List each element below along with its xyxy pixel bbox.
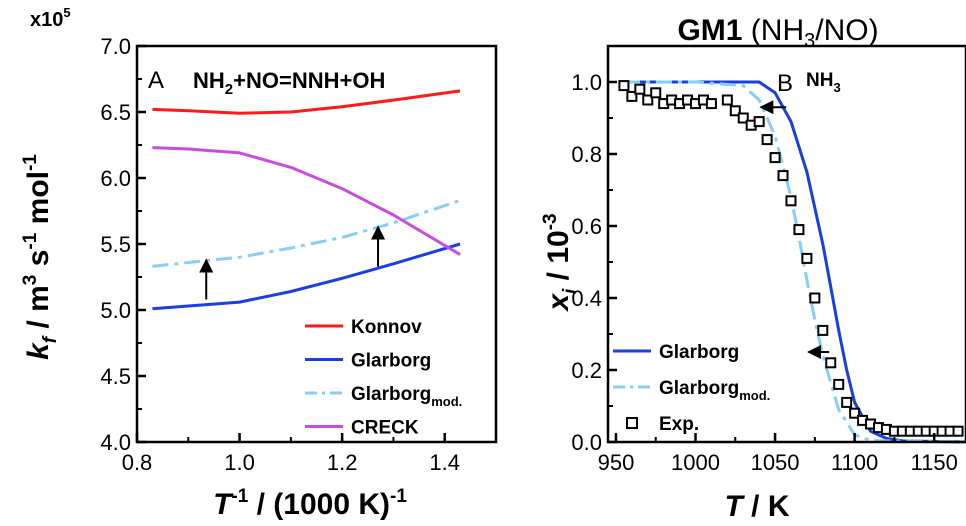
panel-a-chart: 0.8 1.0 1.2 1.4 4.0 4.5 5.0 5.5 6.0 6.5 7.0 x105 A… [20,5,498,521]
panel-b-exp-point [729,105,741,117]
panel-a-y-axis-label: kf / m3 s-1 mol-1 [20,154,61,360]
panel-b-y-tick-label: 0.4 [571,286,602,311]
panel-b-exp-point [809,292,821,304]
panel-b-exp-point [626,90,638,102]
panel-a-y-tick-label: 6.5 [100,100,131,125]
panel-b-x-tick-label: 1100 [831,450,878,475]
panel-a-title: NH2+NO=NNH+OH [193,68,385,98]
panel-b-series-glarborg-mod [623,80,966,444]
panel-b-exp-point [952,425,964,437]
panel-b-exp-point [785,195,797,207]
panel-a-letter: A [148,67,164,94]
panel-b-ticks: 950 1000 1050 1100 1150 0.0 0.2 0.4 0.6 0.8 1.0 [571,70,957,475]
panel-a-y-tick-label: 4.5 [100,364,131,389]
panel-a-series-konnov [152,89,461,115]
panel-a-frame [135,44,498,444]
panel-b-title: GM1 (NH3/NO) [677,14,878,52]
panel-b-legend: Glarborg Glarborgmod. Exp. [613,342,770,435]
panel-b-x-tick-label: 1000 [671,450,720,475]
panel-b-x-tick-label: 1050 [751,450,800,475]
panel-b-x-tick-label: 1150 [911,450,958,475]
panel-b-x-axis-label: T / K [725,490,790,523]
panel-b-legend-swatch [626,417,638,429]
panel-b-y-axis-label: xi / 10-3 [540,213,581,312]
panel-b-exp-point [737,112,749,124]
panel-a-legend-label: Glarborg [351,351,431,372]
panel-a-series-creck [152,146,461,256]
panel-b-exp-point [753,116,765,128]
panel-a-legend-label: CRECK [351,418,419,439]
panel-b-legend-label: Glarborg [659,342,739,363]
panel-b-letter: B [777,70,793,97]
panel-b-frame [606,44,966,444]
panel-a-x-tick-label: 1.4 [429,450,460,475]
panel-a-x-tick-label: 0.8 [122,450,153,475]
panel-b-exp-point [769,152,781,164]
panel-a-scale-label: x105 [30,5,71,31]
panel-a-series-glarborg [152,242,461,311]
panel-a-legend-label: Glarborgmod. [351,384,462,409]
panel-b-arrows [759,100,830,359]
panel-a-y-tick-label: 4.0 [100,430,131,455]
panel-b-exp-point [793,224,805,236]
panel-b-exp-point [801,252,813,264]
panel-a-legend-label: Konnov [351,317,422,338]
panel-b-x-tick-label: 950 [598,450,635,475]
panel-b-exp-point [777,170,789,182]
panel-b-series-layer [618,80,966,444]
panel-a-legend: Konnov Glarborg Glarborgmod. CRECK [305,317,462,439]
panel-a-ticks: 0.8 1.0 1.2 1.4 4.0 4.5 5.0 5.5 6.0 6.5 7.0 [100,34,460,475]
panel-a-series-glarborg-mod [152,198,461,268]
panel-b-exp-point [833,378,845,390]
panel-a-y-tick-label: 5.0 [100,298,131,323]
panel-a-arrows [199,225,386,300]
panel-b-exp-point [721,94,733,106]
panel-b-exp-point [650,87,662,99]
panel-b-y-tick-label: 1.0 [571,70,602,95]
panel-a-y-tick-label: 6.0 [100,166,131,191]
panel-b-y-tick-label: 0.0 [571,430,602,455]
panel-b-y-tick-label: 0.2 [571,358,602,383]
panel-b-exp-point [618,80,630,92]
panel-a-x-tick-label: 1.0 [224,450,255,475]
panel-b-exp-point [761,134,773,146]
panel-b-exp-point [817,324,829,336]
panel-b-legend-label: Glarborgmod. [659,378,770,403]
panel-b-exp-point [825,357,837,369]
panel-b-exp-point [841,396,853,408]
panel-b-chart: 950 1000 1050 1100 1150 0.0 0.2 0.4 0.6 0.8 1.0 GM… [540,14,966,523]
panel-a-x-tick-label: 1.2 [327,450,358,475]
panel-b-exp-point [849,407,861,419]
panel-a-y-tick-label: 5.5 [100,232,131,257]
panel-a-series-layer [152,89,461,311]
panel-b-species-label: NH3 [806,70,841,95]
panel-b-y-tick-label: 0.6 [571,214,602,239]
panel-b-legend-label: Exp. [659,414,699,435]
panel-a-x-axis-label: T-1 / (1000 K)-1 [213,486,407,521]
panel-a-y-tick-label: 7.0 [100,34,131,59]
panel-b-y-tick-label: 0.8 [571,142,602,167]
panel-b-exp-point [642,94,654,106]
panel-b-exp-point [705,98,717,110]
panel-b-exp-point [634,83,646,95]
panel-b-series-glarborg [623,80,966,444]
